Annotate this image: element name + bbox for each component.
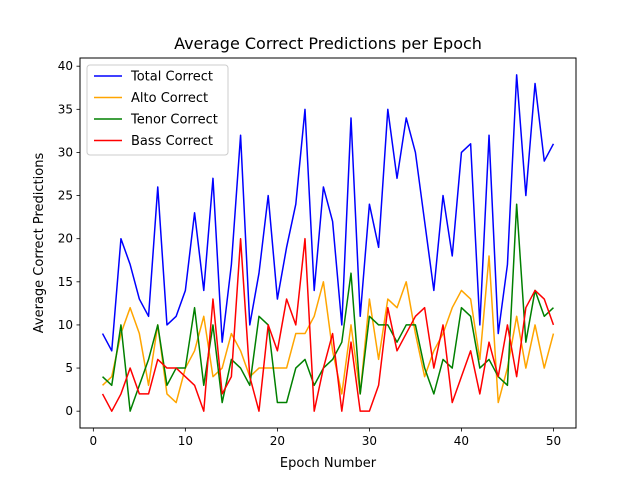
x-axis-label: Epoch Number	[280, 456, 377, 471]
y-tick-label: 30	[58, 145, 73, 159]
x-tick-label: 0	[90, 434, 98, 448]
y-tick-label: 25	[58, 189, 73, 203]
legend-entry-label: Total Correct	[130, 70, 213, 85]
x-tick-label: 50	[546, 434, 561, 448]
legend-entry-label: Alto Correct	[131, 91, 208, 106]
y-tick-label: 20	[58, 232, 73, 246]
x-tick-label: 10	[178, 434, 193, 448]
series-line-tenor-correct	[102, 203, 554, 412]
y-tick-label: 10	[58, 318, 73, 332]
series-lines	[101, 74, 555, 412]
series-line-total-correct	[101, 74, 555, 352]
legend-box	[86, 64, 229, 156]
y-axis-label: Average Correct Predictions	[32, 153, 47, 334]
y-tick-label: 40	[58, 59, 73, 73]
legend-entry-label: Tenor Correct	[130, 113, 218, 128]
x-tick-label: 30	[362, 434, 377, 448]
y-tick-label: 5	[65, 361, 73, 375]
y-tick-label: 15	[58, 275, 73, 289]
x-tick-label: 20	[270, 434, 285, 448]
y-tick-label: 35	[58, 102, 73, 116]
x-tick-label: 40	[454, 434, 469, 448]
legend: Total Correct Alto Correct Tenor Correct Ba…	[86, 64, 229, 156]
x-axis: 0 10 20 30 40 50	[90, 428, 561, 448]
series-line-bass-correct	[101, 237, 555, 412]
chart-title: Average Correct Predictions per Epoch	[174, 34, 482, 53]
series-line-alto-correct	[102, 255, 555, 404]
plot-area-frame	[79, 57, 577, 429]
y-tick-label: 0	[65, 404, 73, 418]
y-axis: 0 5 10 15 20 25 30 35 40	[58, 59, 80, 418]
legend-entry-label: Bass Correct	[131, 134, 213, 149]
